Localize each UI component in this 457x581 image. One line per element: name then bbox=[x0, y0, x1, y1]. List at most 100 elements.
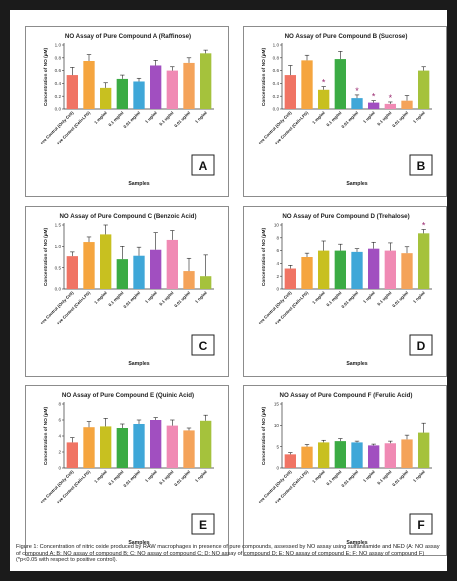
y-tick-label: 0.8 bbox=[55, 55, 62, 60]
chart-svg-f: NO Assay of Pure Compound F (Ferulic Aci… bbox=[257, 392, 433, 546]
bar bbox=[83, 61, 95, 109]
bar bbox=[100, 234, 112, 289]
y-tick-label: 4 bbox=[58, 434, 61, 439]
y-tick-label: 5 bbox=[276, 444, 279, 449]
bar bbox=[150, 249, 162, 289]
chart-title: NO Assay of Pure Compound E (Quinic Acid… bbox=[62, 392, 194, 399]
y-tick-label: 0.4 bbox=[55, 81, 62, 86]
y-tick-label: 0.0 bbox=[55, 287, 62, 292]
bar bbox=[150, 65, 162, 109]
x-tick-label: 1 ng/ml bbox=[194, 469, 208, 483]
y-tick-label: 4 bbox=[276, 261, 279, 266]
y-tick-label: 10 bbox=[274, 223, 280, 228]
y-tick-label: 0.0 bbox=[273, 107, 280, 112]
panel-label: A bbox=[199, 159, 208, 173]
chart-panel-d: NO Assay of Pure Compound D (Trehalose) 0… bbox=[243, 206, 447, 377]
bar bbox=[384, 103, 396, 109]
x-tick-label: 1 mg/ml bbox=[311, 469, 326, 484]
panel-label-box bbox=[409, 154, 433, 176]
y-tick-label: 0.2 bbox=[273, 94, 280, 99]
bar bbox=[368, 102, 380, 109]
x-tick-label: 1 ug/ml bbox=[362, 110, 376, 124]
chart-svg-e: NO Assay of Pure Compound E (Quinic Acid… bbox=[39, 392, 215, 546]
x-tick-label: 0.1 ug/ml bbox=[376, 290, 392, 306]
bar bbox=[66, 256, 78, 289]
y-axis-label: Concentration of NO (µM) bbox=[43, 407, 49, 466]
x-tick-label: 0.01 ug/ml bbox=[391, 290, 409, 308]
bar bbox=[318, 250, 330, 289]
y-tick-label: 0 bbox=[276, 287, 279, 292]
significance-star: * bbox=[322, 78, 326, 88]
x-tick-label: 1 ng/ml bbox=[412, 110, 426, 124]
panel-label-box bbox=[191, 334, 215, 356]
y-tick-label: 0.2 bbox=[55, 94, 62, 99]
bar bbox=[334, 59, 346, 109]
x-tick-label: 0.01 mg/ml bbox=[340, 110, 359, 129]
x-tick-label: 0.1 ug/ml bbox=[376, 110, 392, 126]
chart-panel-a: NO Assay of Pure Compound A (Raffinose) 0… bbox=[25, 26, 229, 197]
bar bbox=[418, 70, 430, 109]
figure-caption: Figure 1: Concentration of nitric oxide … bbox=[16, 544, 440, 564]
x-tick-label: 0.01 ug/ml bbox=[391, 469, 409, 487]
y-tick-label: 2 bbox=[58, 450, 61, 455]
bar bbox=[100, 426, 112, 468]
bar bbox=[100, 87, 112, 109]
panel-label-box bbox=[409, 513, 433, 535]
panel-label: E bbox=[199, 518, 207, 532]
x-tick-label: 1 mg/ml bbox=[93, 469, 108, 484]
x-axis-label: Samples bbox=[346, 540, 367, 546]
panel-label-box bbox=[191, 513, 215, 535]
y-tick-label: 0 bbox=[58, 466, 61, 471]
bar bbox=[351, 98, 363, 109]
y-axis-label: Concentration of NO (µM) bbox=[43, 48, 49, 107]
chart-title: NO Assay of Pure Compound C (Benzoic Aci… bbox=[59, 213, 196, 220]
x-tick-label: 0.01 ug/ml bbox=[173, 469, 191, 487]
x-tick-label: 0.1 ug/ml bbox=[158, 290, 174, 306]
x-tick-label: 1 ng/ml bbox=[412, 469, 426, 483]
bar bbox=[200, 53, 212, 109]
x-tick-label: 0.01 mg/ml bbox=[122, 110, 141, 129]
x-tick-label: 0.01 mg/ml bbox=[122, 290, 141, 309]
x-tick-label: 0.1 ug/ml bbox=[158, 469, 174, 485]
x-tick-label: 0.01 ug/ml bbox=[391, 110, 409, 128]
y-tick-label: 0.0 bbox=[55, 107, 62, 112]
y-tick-label: 1.0 bbox=[273, 43, 280, 48]
chart-svg-a: NO Assay of Pure Compound A (Raffinose) 0… bbox=[39, 33, 215, 187]
bar bbox=[301, 446, 313, 468]
x-tick-label: 1 ng/ml bbox=[412, 290, 426, 304]
x-tick-label: 1 ug/ml bbox=[144, 469, 158, 483]
bar bbox=[368, 445, 380, 468]
chart-panel-f: NO Assay of Pure Compound F (Ferulic Aci… bbox=[243, 385, 447, 556]
bar bbox=[384, 443, 396, 468]
panel-label: F bbox=[417, 518, 424, 532]
y-tick-label: 8 bbox=[58, 402, 61, 407]
panel-label: D bbox=[417, 339, 426, 353]
y-tick-label: 6 bbox=[58, 418, 61, 423]
bar bbox=[384, 250, 396, 289]
bar bbox=[301, 60, 313, 109]
y-tick-label: 1.5 bbox=[55, 223, 62, 228]
bar bbox=[334, 250, 346, 289]
x-axis-label: Samples bbox=[128, 361, 149, 367]
x-tick-label: 0.1 ug/ml bbox=[158, 110, 174, 126]
significance-star: * bbox=[389, 93, 393, 103]
bar bbox=[284, 75, 296, 109]
y-tick-label: 0.4 bbox=[273, 81, 280, 86]
x-axis-label: Samples bbox=[128, 540, 149, 546]
x-tick-label: 1 mg/ml bbox=[311, 290, 326, 305]
chart-title: NO Assay of Pure Compound F (Ferulic Aci… bbox=[280, 392, 413, 399]
panel-label-box bbox=[409, 334, 433, 356]
x-tick-label: +ve Control (Cell+LPS) bbox=[56, 290, 92, 326]
x-tick-label: 0.01 mg/ml bbox=[122, 469, 141, 488]
y-tick-label: 6 bbox=[276, 248, 279, 253]
x-tick-label: 0.1 ug/ml bbox=[376, 469, 392, 485]
x-tick-label: +ve Control (Cell+LPS) bbox=[274, 290, 310, 326]
chart-title: NO Assay of Pure Compound A (Raffinose) bbox=[65, 33, 191, 40]
bar bbox=[66, 442, 78, 468]
bar bbox=[166, 239, 178, 289]
bar bbox=[133, 81, 145, 109]
y-axis-label: Concentration of NO (µM) bbox=[261, 228, 267, 287]
bar bbox=[418, 233, 430, 289]
y-tick-label: 15 bbox=[274, 402, 280, 407]
chart-title: NO Assay of Pure Compound B (Sucrose) bbox=[285, 33, 408, 40]
